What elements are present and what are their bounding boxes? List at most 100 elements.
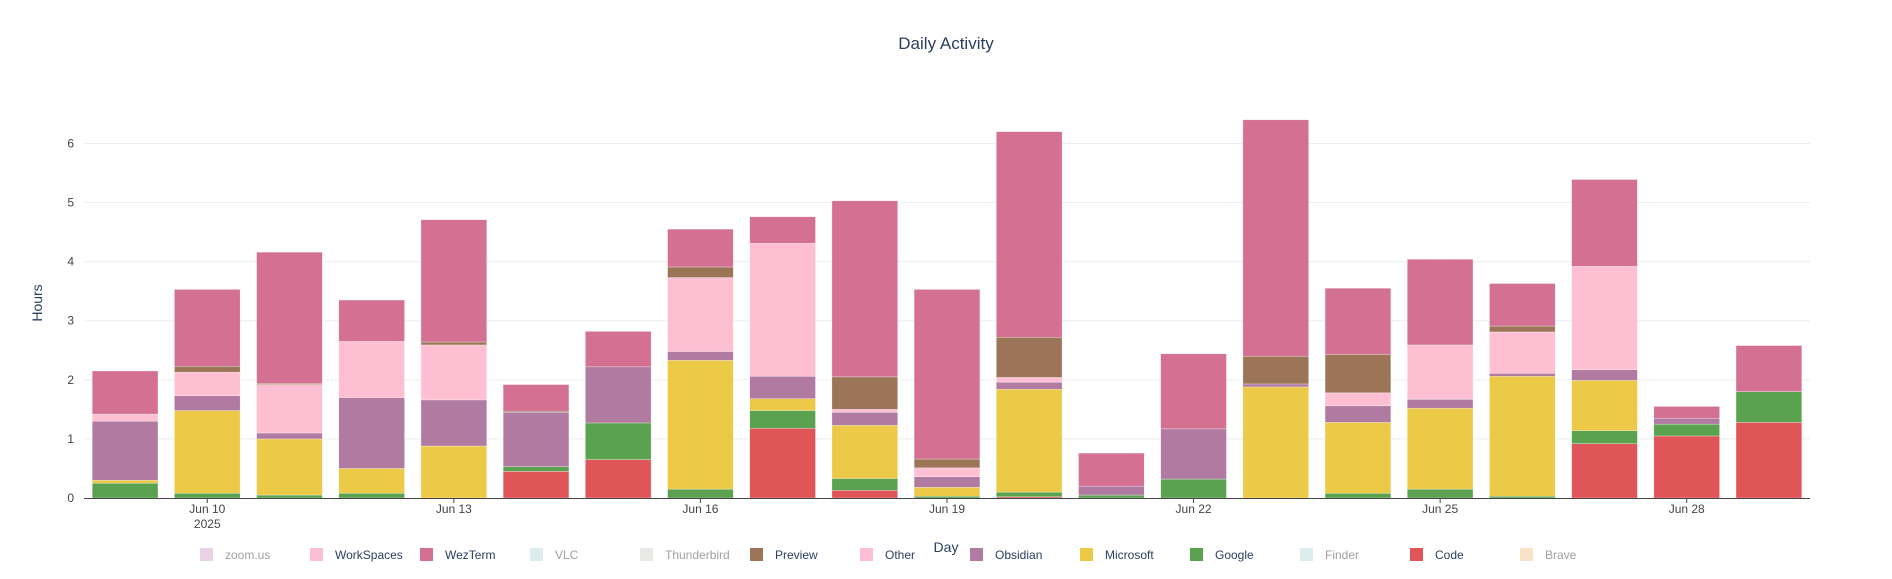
bar-segment[interactable] (1242, 386, 1309, 499)
bar-segment[interactable] (749, 410, 816, 429)
bar-segment[interactable] (667, 266, 734, 278)
bar-segment[interactable] (667, 488, 734, 499)
bar-segment[interactable] (1571, 430, 1638, 444)
bar-segment[interactable] (91, 420, 159, 481)
bar-segment[interactable] (256, 432, 323, 440)
bar-segment[interactable] (1407, 344, 1474, 400)
bar-segment[interactable] (667, 228, 734, 268)
bar-segment[interactable] (256, 494, 323, 499)
bar-segment[interactable] (1653, 435, 1720, 499)
bar-segment[interactable] (831, 409, 898, 413)
bar-segment[interactable] (585, 459, 652, 499)
bar-segment[interactable] (831, 490, 898, 499)
bar-segment[interactable] (1407, 407, 1474, 490)
bar-segment[interactable] (749, 216, 816, 244)
legend-item[interactable]: Code (1410, 548, 1464, 562)
bar-segment[interactable] (996, 389, 1063, 493)
bar-segment[interactable] (91, 413, 159, 422)
bar-segment[interactable] (420, 219, 487, 343)
bar-segment[interactable] (749, 398, 816, 411)
bar-segment[interactable] (1735, 391, 1803, 423)
bar-segment[interactable] (831, 425, 898, 479)
bar-segment[interactable] (1324, 493, 1392, 499)
bar-segment[interactable] (831, 200, 898, 378)
bar-segment[interactable] (1407, 259, 1474, 346)
bar-segment[interactable] (831, 478, 898, 491)
bar-segment[interactable] (1324, 392, 1392, 407)
bar-segment[interactable] (502, 412, 570, 467)
bar-segment[interactable] (1571, 380, 1638, 431)
bar-segment[interactable] (585, 422, 652, 460)
bar-segment[interactable] (913, 467, 981, 477)
bar-segment[interactable] (1078, 452, 1145, 487)
bar-segment[interactable] (174, 493, 241, 499)
bar-segment[interactable] (1078, 494, 1145, 499)
bar-segment[interactable] (1489, 325, 1556, 333)
bar-segment[interactable] (667, 360, 734, 490)
bar-segment[interactable] (996, 491, 1063, 498)
legend-item[interactable]: Preview (750, 548, 818, 562)
bar-segment[interactable] (1407, 399, 1474, 409)
bar-segment[interactable] (338, 341, 405, 398)
bar-segment[interactable] (1160, 428, 1227, 480)
bar-segment[interactable] (831, 376, 898, 410)
bar-segment[interactable] (1489, 373, 1556, 377)
bar-segment[interactable] (338, 468, 405, 494)
bar-segment[interactable] (1735, 422, 1803, 499)
legend-item[interactable]: Thunderbird (640, 548, 730, 562)
bar-segment[interactable] (996, 381, 1063, 390)
bar-segment[interactable] (1160, 478, 1227, 499)
bar-segment[interactable] (667, 277, 734, 352)
legend-item[interactable]: VLC (530, 548, 579, 562)
bar-segment[interactable] (1735, 345, 1803, 392)
legend-item[interactable]: Other (860, 548, 915, 562)
bar-segment[interactable] (91, 480, 159, 484)
legend-item[interactable]: Brave (1520, 548, 1577, 562)
bar-segment[interactable] (1324, 405, 1392, 423)
bar-segment[interactable] (996, 337, 1063, 378)
bar-segment[interactable] (996, 377, 1063, 383)
bar-segment[interactable] (585, 331, 652, 368)
bar-segment[interactable] (420, 445, 487, 499)
bar-segment[interactable] (913, 458, 981, 469)
bar-segment[interactable] (91, 482, 159, 499)
legend-item[interactable]: Finder (1300, 548, 1359, 562)
bar-segment[interactable] (256, 251, 323, 384)
bar-segment[interactable] (502, 384, 570, 412)
bar-segment[interactable] (502, 471, 570, 499)
bar-segment[interactable] (91, 370, 159, 415)
bar-segment[interactable] (420, 344, 487, 401)
bar-segment[interactable] (1324, 354, 1392, 394)
bar-segment[interactable] (1489, 331, 1556, 374)
legend[interactable]: zoom.us WorkSpaces WezTerm VLC Thunderbird Pr… (200, 548, 1577, 562)
bar-segment[interactable] (1324, 287, 1392, 355)
bar-segment[interactable] (1242, 119, 1309, 357)
bar-segment[interactable] (420, 399, 487, 447)
bar-segment[interactable] (1571, 266, 1638, 371)
bar-segment[interactable] (996, 131, 1063, 338)
bar-segment[interactable] (256, 384, 323, 434)
bar-segment[interactable] (1653, 406, 1720, 419)
bar-segment[interactable] (1571, 179, 1638, 267)
legend-item[interactable]: Microsoft (1080, 548, 1154, 562)
bar-segment[interactable] (831, 412, 898, 426)
bar-segment[interactable] (1242, 383, 1309, 388)
bar-segment[interactable] (1242, 355, 1309, 385)
legend-item[interactable]: zoom.us (200, 548, 270, 562)
bar-segment[interactable] (174, 371, 241, 397)
bar-segment[interactable] (1653, 423, 1720, 437)
bar-segment[interactable] (749, 243, 816, 377)
bar-segment[interactable] (338, 493, 405, 499)
bar-segment[interactable] (174, 365, 241, 373)
bar-segment[interactable] (1324, 422, 1392, 494)
bar-segment[interactable] (1489, 376, 1556, 497)
bar-segment[interactable] (1160, 353, 1227, 430)
legend-item[interactable]: Obsidian (970, 548, 1042, 562)
bar-segment[interactable] (174, 410, 241, 494)
bar-segment[interactable] (1653, 417, 1720, 425)
bar-segment[interactable] (1489, 495, 1556, 499)
bar-segment[interactable] (174, 395, 241, 411)
bar-segment[interactable] (749, 428, 816, 499)
bar-segment[interactable] (420, 341, 487, 346)
legend-item[interactable]: WezTerm (420, 548, 495, 562)
